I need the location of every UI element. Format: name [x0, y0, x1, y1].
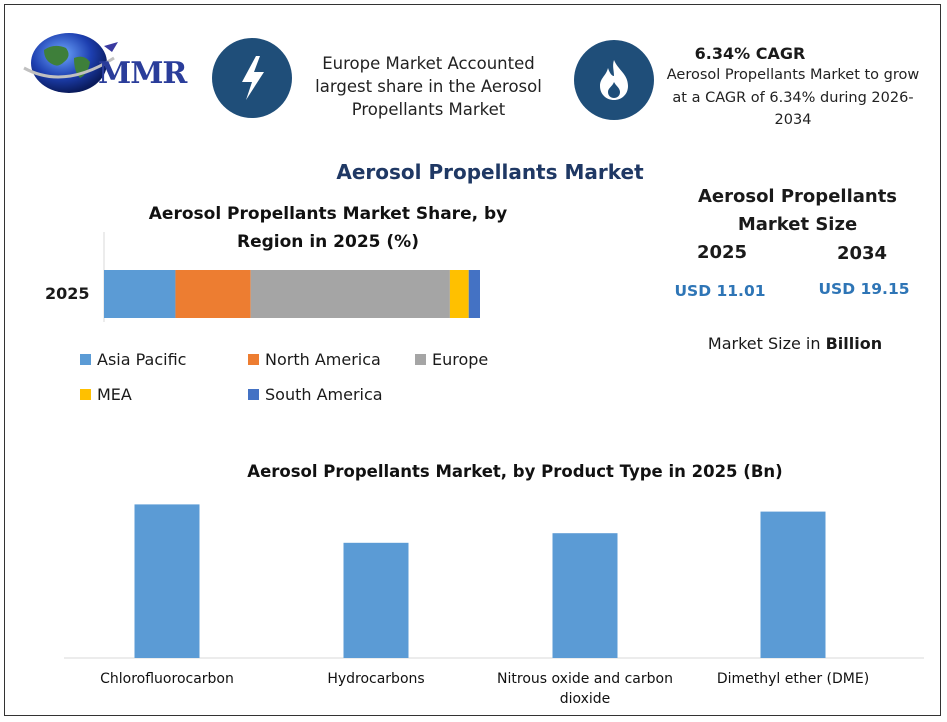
product-tick-label: Hydrocarbons	[327, 671, 425, 687]
region-bar-segment-europe	[250, 270, 450, 318]
region-bar-segment-mea	[449, 270, 469, 318]
product-tick-label: Dimethyl ether (DME)	[716, 671, 870, 687]
legend-swatch	[248, 389, 259, 400]
region-chart-title: Aerosol Propellants Market Share, by Reg…	[148, 204, 508, 252]
region-bar-segment-asia-pacific	[104, 270, 176, 318]
product-bar-chlorofluorocarbon	[134, 504, 200, 658]
lightning-icon	[242, 56, 264, 100]
flame-icon-badge	[574, 40, 654, 120]
region-bar-segment-south-america	[468, 270, 480, 318]
cagr-title: 6.34% CAGR	[694, 44, 806, 63]
legend-item-asia-pacific: Asia Pacific	[80, 350, 186, 369]
legend-label: North America	[265, 350, 381, 369]
product-bar-hydrocarbons	[343, 542, 409, 658]
legend-item-mea: MEA	[80, 385, 132, 404]
region-bar-segment-north-america	[175, 270, 251, 318]
market-size-2025-value: USD 11.01	[674, 282, 766, 300]
product-bar-chart	[64, 504, 924, 659]
product-tick-label: Nitrous oxide and carbon dioxide	[497, 671, 673, 707]
cagr-description: Aerosol Propellants Market to grow at a …	[666, 67, 920, 128]
year-2025-label: 2025	[696, 242, 748, 263]
legend-label: Asia Pacific	[97, 350, 187, 369]
legend-swatch	[80, 354, 91, 365]
region-stacked-bar-chart	[103, 232, 480, 322]
market-size-title: Aerosol Propellants Market Size	[697, 186, 898, 235]
logo-text: MMR	[98, 56, 187, 91]
year-2034-label: 2034	[836, 243, 888, 264]
legend-item-south-america: South America	[248, 385, 383, 404]
region-chart-category-label: 2025	[45, 284, 90, 303]
market-size-2034-value: USD 19.15	[818, 280, 910, 298]
product-chart-title: Aerosol Propellants Market, by Product T…	[247, 462, 783, 481]
market-size-unit: Market Size in Billion	[660, 334, 930, 353]
globe-icon	[23, 33, 118, 93]
lightning-icon-badge	[212, 38, 292, 118]
legend-label: South America	[265, 385, 383, 404]
flame-icon	[600, 60, 628, 100]
product-bar-nitrous-oxide-and-carbon-dioxide	[552, 533, 618, 658]
legend-label: Europe	[432, 350, 489, 369]
market-size-unit-label: Market Size in	[707, 334, 821, 353]
product-bar-dimethyl-ether-dme	[760, 511, 826, 658]
market-size-unit-bold: Billion	[825, 334, 883, 353]
europe-info-text: Europe Market Accounted largest share in…	[315, 54, 542, 119]
legend-item-europe: Europe	[415, 350, 488, 369]
legend-swatch	[80, 389, 91, 400]
legend-swatch	[415, 354, 426, 365]
page-title: Aerosol Propellants Market	[336, 160, 644, 184]
page-frame	[4, 4, 941, 716]
product-tick-label: Chlorofluorocarbon	[100, 671, 234, 687]
legend-swatch	[248, 354, 259, 365]
legend-label: MEA	[97, 385, 132, 404]
legend-item-north-america: North America	[248, 350, 381, 369]
